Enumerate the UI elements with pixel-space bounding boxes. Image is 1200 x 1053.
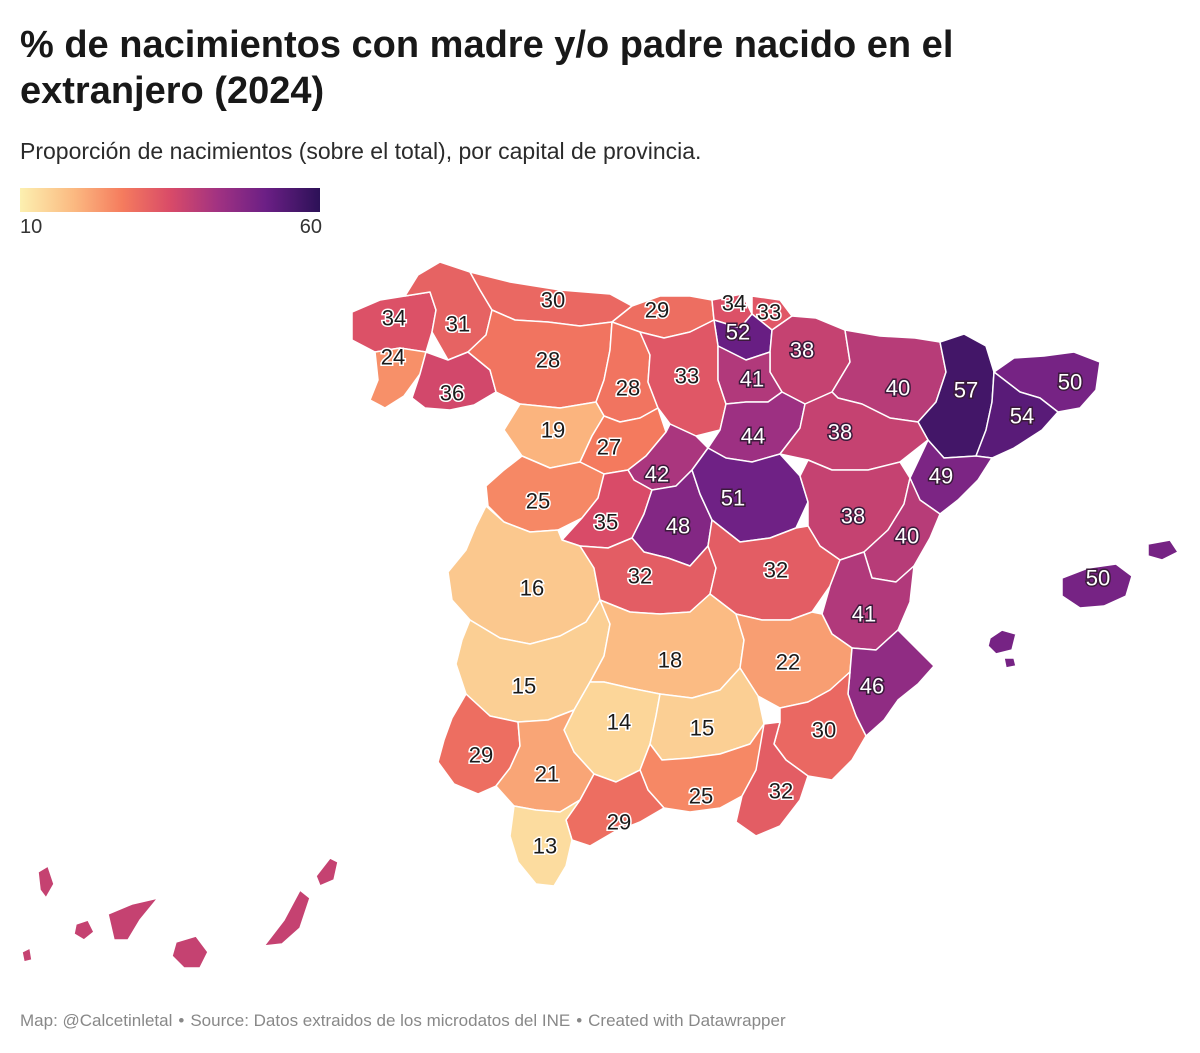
province-value-cantabria: 29 [645, 298, 669, 323]
province-value-pontevedra: 24 [381, 345, 405, 370]
legend-max-label: 60 [299, 216, 322, 238]
color-legend: 10 60 [20, 188, 322, 240]
province-value-salamanca: 25 [526, 489, 550, 514]
province-value-lugo: 31 [446, 312, 470, 337]
province-value-malaga: 29 [607, 810, 631, 835]
province-almeria[interactable] [735, 721, 809, 837]
province-illes-balears-island-2[interactable] [1147, 539, 1179, 561]
province-value-asturias: 30 [541, 288, 565, 313]
legend-gradient-bar [20, 188, 320, 212]
province-value-girona: 50 [1058, 370, 1082, 395]
province-value-burgos: 33 [675, 364, 699, 389]
province-illes-balears-island-1[interactable] [1061, 563, 1133, 609]
province-value-cordoba: 14 [607, 710, 631, 735]
province-value-leon: 28 [536, 348, 560, 373]
province-value-tarragona: 49 [929, 464, 953, 489]
province-illes-balears-island-4[interactable] [1003, 657, 1017, 669]
canary-island-5[interactable] [171, 935, 209, 969]
province-value-castellon: 40 [895, 524, 919, 549]
province-illes-balears-island-3[interactable] [987, 629, 1017, 655]
footer-map-credit: Map: @Calcetinletal [20, 1011, 173, 1030]
province-value-avila: 35 [594, 510, 618, 535]
province-value-valencia: 41 [852, 602, 876, 627]
province-value-illes-balears: 50 [1086, 566, 1110, 591]
province-value-toledo: 32 [628, 564, 652, 589]
province-value-huelva: 29 [469, 743, 493, 768]
footer-tool: Created with Datawrapper [588, 1011, 786, 1030]
province-value-a-coruna: 34 [382, 306, 406, 331]
province-value-cuenca: 32 [764, 558, 788, 583]
province-value-palencia: 28 [616, 376, 640, 401]
province-value-valladolid: 27 [597, 435, 621, 460]
province-value-teruel: 38 [841, 504, 865, 529]
footer-credits: Map: @Calcetinletal • Source: Datos extrai… [20, 1011, 786, 1031]
footer-source: Source: Datos extraidos de los microdato… [190, 1011, 571, 1030]
province-cuenca[interactable] [707, 519, 841, 621]
province-value-zamora: 19 [541, 418, 565, 443]
province-value-guadalajara: 51 [721, 486, 745, 511]
province-value-barcelona: 54 [1010, 404, 1034, 429]
canary-island-7[interactable] [315, 857, 339, 887]
province-value-murcia: 30 [812, 718, 836, 743]
province-value-badajoz: 15 [512, 674, 536, 699]
map-title: % de nacimientos con madre y/o padre nac… [20, 24, 954, 112]
province-value-madrid: 48 [666, 514, 690, 539]
province-value-albacete: 22 [776, 650, 800, 675]
province-value-zaragoza: 38 [828, 420, 852, 445]
footer-separator: • [178, 1011, 185, 1030]
canary-island-2[interactable] [21, 947, 33, 963]
province-value-segovia: 42 [645, 462, 669, 487]
province-cadiz[interactable] [509, 799, 581, 887]
province-value-araba: 52 [726, 320, 750, 345]
canary-island-6[interactable] [263, 889, 311, 947]
province-value-jaen: 15 [690, 716, 714, 741]
province-value-sevilla: 21 [535, 762, 559, 787]
province-value-ourense: 36 [440, 381, 464, 406]
province-value-caceres: 16 [520, 576, 544, 601]
province-value-ciudad-real: 18 [658, 648, 682, 673]
province-value-navarra: 38 [790, 338, 814, 363]
province-value-cadiz: 13 [533, 834, 557, 859]
province-value-gipuzkoa: 33 [757, 300, 781, 325]
province-value-lleida: 57 [954, 378, 978, 403]
province-zaragoza[interactable] [779, 391, 929, 471]
canary-island-3[interactable] [73, 919, 95, 941]
province-value-soria: 44 [741, 424, 765, 449]
province-value-la-rioja: 41 [740, 367, 764, 392]
province-value-huesca: 40 [886, 376, 910, 401]
canary-island-1[interactable] [37, 865, 55, 899]
province-value-bizkaia: 34 [722, 291, 746, 316]
footer-separator: • [576, 1011, 583, 1030]
map-subtitle: Proporción de nacimientos (sobre el tota… [20, 138, 702, 164]
legend-min-label: 10 [20, 216, 43, 238]
province-value-almeria: 32 [769, 779, 793, 804]
canary-island-4[interactable] [107, 897, 159, 941]
province-value-alicante: 46 [860, 674, 884, 699]
province-pontevedra[interactable] [369, 347, 427, 409]
province-huelva[interactable] [437, 693, 521, 795]
province-value-granada: 25 [689, 784, 713, 809]
